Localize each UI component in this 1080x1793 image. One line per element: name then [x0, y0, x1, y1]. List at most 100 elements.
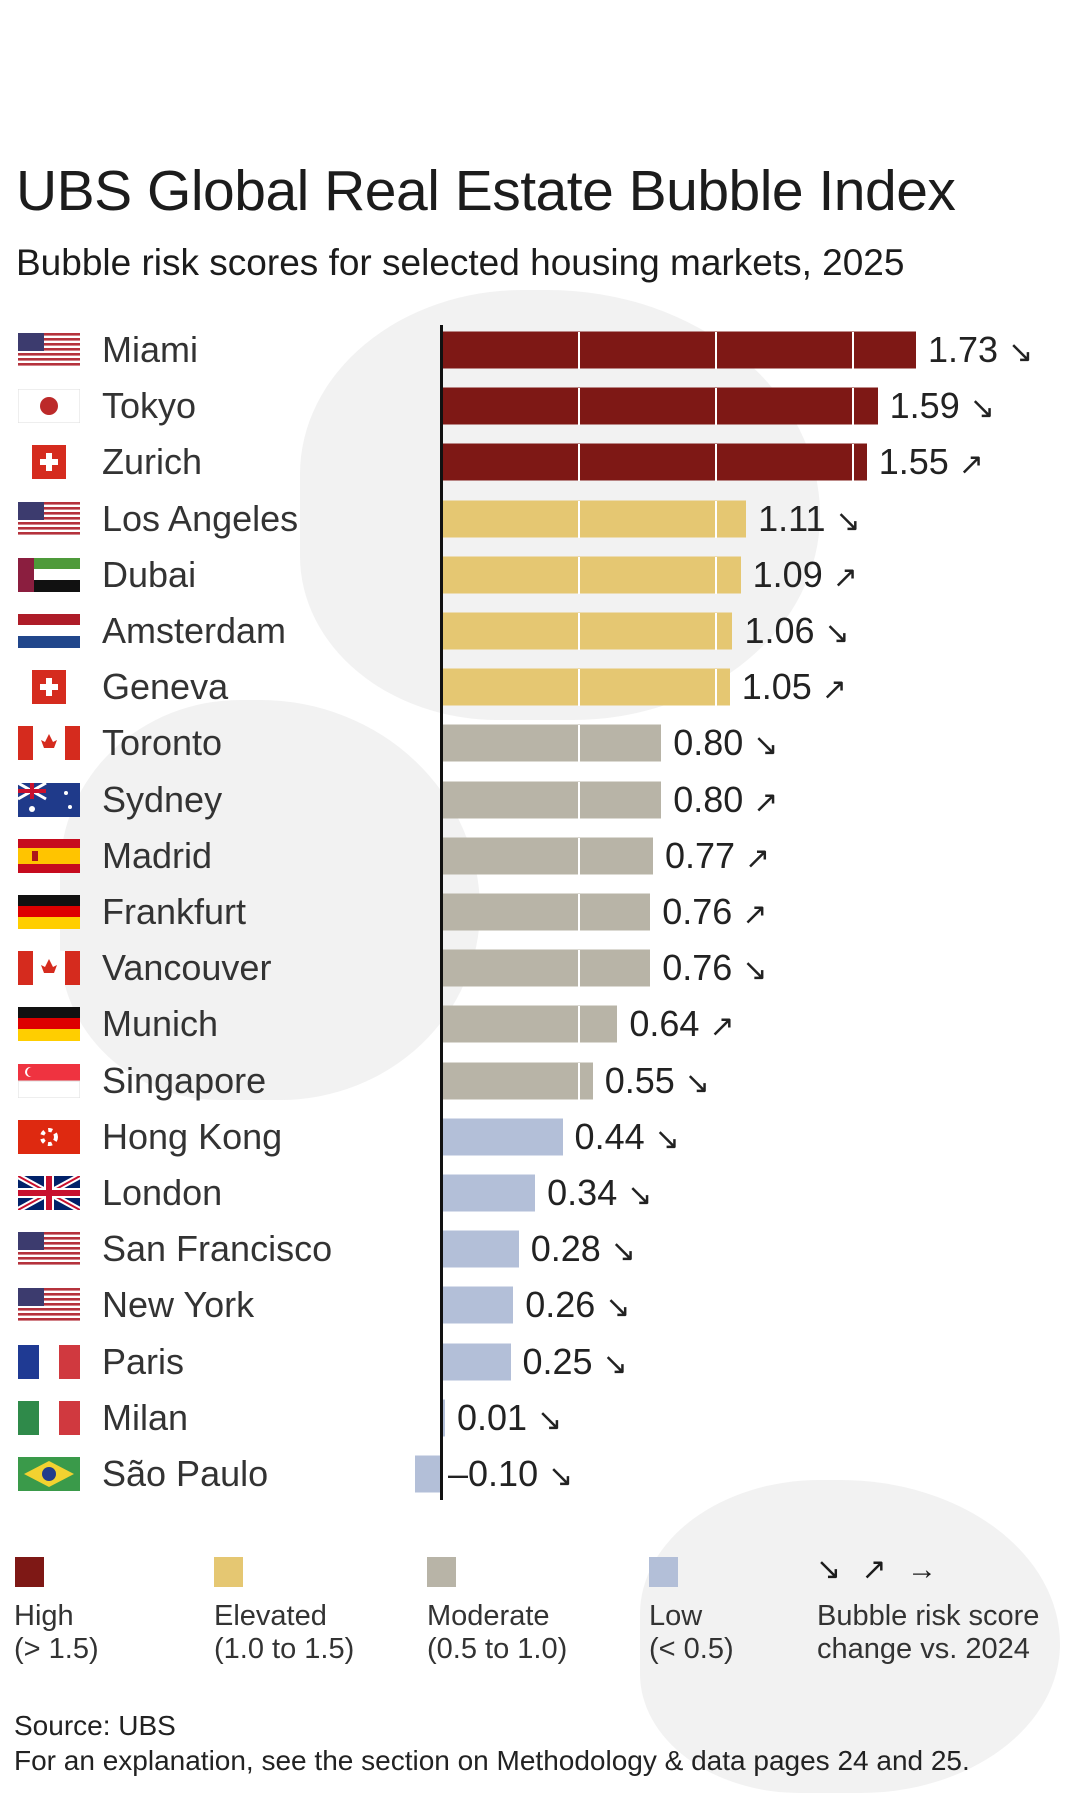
background-map: [640, 1480, 1060, 1793]
value-label: 0.64 ↗: [629, 1003, 735, 1045]
bar-madrid: [442, 837, 653, 875]
background-map: [60, 700, 480, 1100]
arrow-down-icon: ↘: [1008, 336, 1034, 369]
bar-toronto: [442, 724, 662, 762]
bar-s-o-paulo: [414, 1455, 442, 1493]
flag-ca-icon: [18, 951, 80, 986]
flag-us-icon: [18, 333, 80, 367]
city-label: Paris: [102, 1340, 185, 1382]
flag-it-icon: [18, 1400, 80, 1435]
value-label: 1.09 ↗: [752, 553, 858, 595]
source-note: Source: UBS: [14, 1710, 176, 1741]
bar-vancouver: [442, 949, 651, 987]
bar-los-angeles: [442, 500, 747, 538]
arrow-down-icon: ↘: [605, 1291, 631, 1325]
city-label: Zurich: [102, 441, 203, 483]
value-label: –0.10 ↘: [448, 1453, 574, 1494]
value-label: 0.76 ↗: [662, 891, 768, 932]
bar-geneva: [442, 668, 730, 706]
flag-gb-icon: [16, 1173, 82, 1213]
arrow-down-icon: ↘: [548, 1460, 574, 1493]
city-label: Los Angeles: [102, 497, 299, 539]
city-label: Vancouver: [102, 947, 272, 989]
arrow-down-icon: ↘: [835, 504, 861, 538]
flag-nl-icon: [18, 614, 80, 648]
bar-paris: [442, 1343, 511, 1381]
arrow-up-icon: ↗: [958, 448, 984, 482]
gridline: [852, 388, 854, 426]
gridline: [578, 444, 580, 482]
value-label: 0.77 ↗: [664, 834, 771, 876]
gridline: [578, 613, 580, 650]
flag-hk-icon: [18, 1119, 80, 1154]
flag-de-icon: [18, 895, 80, 929]
arrow-down-icon: ↘: [684, 1066, 710, 1100]
gridline: [578, 1006, 580, 1044]
city-label: Amsterdam: [102, 610, 287, 651]
gridline: [715, 556, 717, 594]
flag-sg-icon: [17, 1063, 81, 1099]
flag-us-icon: [18, 1232, 80, 1267]
value-label: 0.80 ↗: [673, 778, 779, 820]
legend-swatch-low: [649, 1557, 678, 1587]
legend-low: Low (< 0.5): [649, 1600, 734, 1665]
flag-au-icon: [17, 781, 80, 817]
value-label: 0.76 ↘: [662, 947, 768, 989]
legend-swatch-elevated: [214, 1557, 243, 1587]
flag-jp-icon: [17, 388, 81, 424]
value-label: 0.34 ↘: [547, 1172, 653, 1213]
bar-sydney: [442, 781, 662, 819]
arrow-up-icon: ↗: [742, 898, 768, 931]
city-label: Tokyo: [102, 385, 197, 427]
legend-swatch-moderate: [427, 1557, 456, 1587]
arrow-up-icon: ↗: [753, 785, 779, 819]
flag-ch-icon: [18, 670, 80, 705]
value-label: 0.55 ↘: [604, 1059, 710, 1101]
city-label: Dubai: [102, 553, 197, 595]
value-label: 1.73 ↘: [928, 329, 1034, 370]
value-label: 1.11 ↘: [758, 497, 861, 539]
value-label: 0.28 ↘: [530, 1228, 636, 1270]
arrow-up-icon: ↗: [709, 1010, 735, 1044]
flag-ch-icon: [18, 445, 80, 480]
value-label: 1.05 ↗: [741, 666, 847, 708]
city-label: Madrid: [102, 834, 213, 876]
flag-us-icon: [18, 501, 80, 536]
bar-hong-kong: [442, 1118, 563, 1156]
gridline: [852, 444, 854, 482]
bar-miami: [442, 331, 917, 369]
value-label: 1.06 ↘: [744, 610, 850, 651]
bar-new-york: [442, 1286, 514, 1324]
flag-ca-icon: [18, 726, 80, 761]
flag-fr-icon: [18, 1344, 80, 1379]
bar-london: [442, 1174, 536, 1212]
gridline: [715, 613, 717, 650]
value-label: 0.01 ↘: [457, 1396, 563, 1438]
arrow-up-icon: ↗: [745, 841, 771, 875]
arrow-down-icon: ↘: [824, 617, 850, 650]
bar-dubai: [442, 556, 741, 594]
arrow-down-icon: ↘: [753, 729, 779, 763]
city-label: Munich: [102, 1003, 219, 1045]
city-label: Frankfurt: [102, 891, 247, 932]
arrow-down-icon: ↘: [610, 1235, 636, 1269]
gridline: [715, 388, 717, 426]
arrow-down-icon: ↘: [602, 1347, 628, 1381]
bar-zurich: [442, 443, 867, 481]
flag-es-icon: [18, 838, 80, 873]
flag-br-icon: [18, 1457, 80, 1491]
legend-high: High (> 1.5): [14, 1600, 99, 1665]
city-label: Geneva: [102, 666, 229, 708]
legend-moderate: Moderate (0.5 to 1.0): [427, 1600, 568, 1665]
city-label: London: [102, 1172, 223, 1213]
gridline: [578, 1062, 580, 1100]
bar-munich: [442, 1005, 618, 1043]
city-label: São Paulo: [102, 1453, 269, 1494]
value-label: 1.59 ↘: [889, 385, 995, 427]
bar-frankfurt: [442, 893, 651, 931]
gridline: [578, 332, 580, 369]
bar-milan: [442, 1399, 445, 1437]
flag-ae-icon: [18, 557, 80, 592]
arrow-down-icon: ↘: [969, 392, 995, 426]
